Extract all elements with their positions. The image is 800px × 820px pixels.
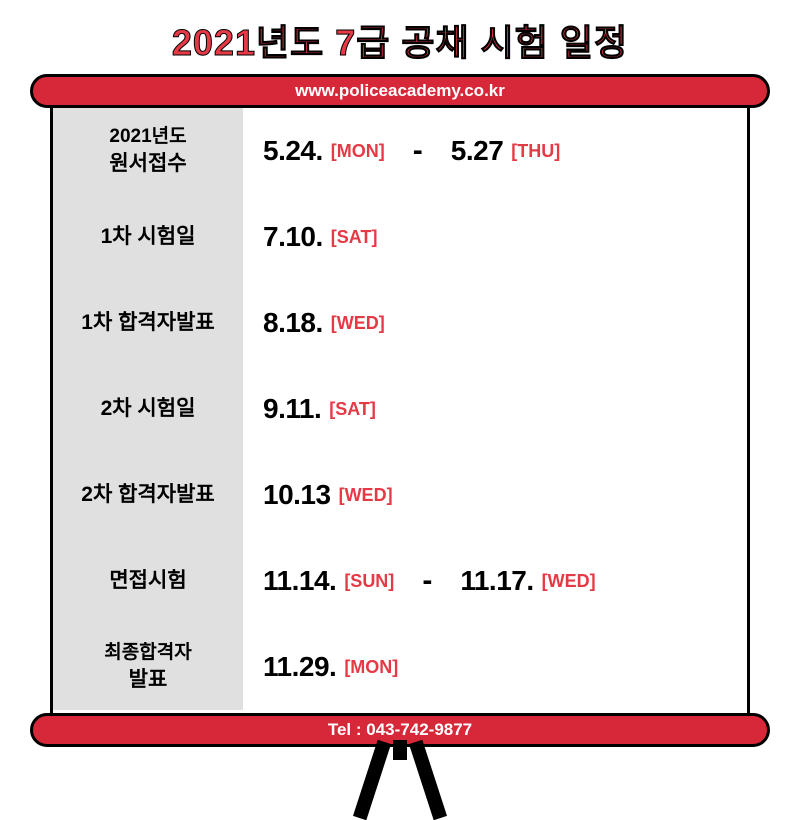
page-title: 2021년도 7급 공채 시험 일정 xyxy=(0,0,800,66)
schedule-row: 2차 시험일 9.11. [SAT] xyxy=(53,366,747,452)
schedule-value: 11.14. [SUN] -11.17. [WED] xyxy=(243,564,747,598)
day-start: [SUN] xyxy=(344,571,394,592)
schedule-row: 2차 합격자발표 10.13 [WED] xyxy=(53,452,747,538)
schedule-label: 2차 시험일 xyxy=(53,366,243,452)
date-start: 11.29. xyxy=(263,651,336,683)
schedule-value: 9.11. [SAT] xyxy=(243,393,747,425)
date-end: 11.17. xyxy=(460,565,533,597)
schedule-value: 8.18. [WED] xyxy=(243,307,747,339)
day-start: [WED] xyxy=(331,313,385,334)
schedule-value: 10.13 [WED] xyxy=(243,479,747,511)
day-start: [SAT] xyxy=(329,399,376,420)
stand-center-leg xyxy=(393,740,407,760)
website-url: www.policeacademy.co.kr xyxy=(295,81,505,101)
day-start: [SAT] xyxy=(331,227,378,248)
schedule-row: 최종합격자발표 11.29. [MON] xyxy=(53,624,747,710)
telephone: Tel : 043-742-9877 xyxy=(328,720,472,740)
schedule-label: 1차 시험일 xyxy=(53,194,243,280)
schedule-label: 2차 합격자발표 xyxy=(53,452,243,538)
schedule-row: 2021년도원서접수 5.24. [MON] -5.27 [THU] xyxy=(53,108,747,194)
label-line2: 원서접수 xyxy=(109,150,186,177)
schedule-label: 1차 합격자발표 xyxy=(53,280,243,366)
label-line2: 발표 xyxy=(129,666,168,693)
day-start: [MON] xyxy=(344,657,398,678)
day-start: [MON] xyxy=(331,141,385,162)
day-start: [WED] xyxy=(339,485,393,506)
date-start: 10.13 xyxy=(263,479,331,511)
label-line1: 최종합격자 xyxy=(104,641,191,666)
schedule-value: 5.24. [MON] -5.27 [THU] xyxy=(243,134,747,168)
schedule-row: 면접시험 11.14. [SUN] -11.17. [WED] xyxy=(53,538,747,624)
schedule-row: 1차 시험일 7.10. [SAT] xyxy=(53,194,747,280)
date-start: 8.18. xyxy=(263,307,323,339)
day-end: [WED] xyxy=(542,571,596,592)
date-start: 11.14. xyxy=(263,565,336,597)
schedule-label: 2021년도원서접수 xyxy=(53,108,243,194)
schedule-board: 2021년도원서접수5.24.[MON]-5.27[THU]1차 시험일7.10… xyxy=(50,108,750,713)
schedule-label: 면접시험 xyxy=(53,538,243,624)
date-start: 5.24. xyxy=(263,135,323,167)
label-line1: 2021년도 xyxy=(109,125,186,150)
easel-stand xyxy=(330,750,470,810)
day-end: [THU] xyxy=(511,141,560,162)
schedule-value: 11.29. [MON] xyxy=(243,651,747,683)
schedule-label: 최종합격자발표 xyxy=(53,624,243,710)
date-start: 7.10. xyxy=(263,221,323,253)
board-top-bar: www.policeacademy.co.kr xyxy=(30,74,770,108)
schedule-value: 7.10. [SAT] xyxy=(243,221,747,253)
range-dash: - xyxy=(422,564,432,598)
date-end: 5.27 xyxy=(451,135,504,167)
date-start: 9.11. xyxy=(263,393,321,425)
schedule-row: 1차 합격자발표 8.18. [WED] xyxy=(53,280,747,366)
range-dash: - xyxy=(413,134,423,168)
